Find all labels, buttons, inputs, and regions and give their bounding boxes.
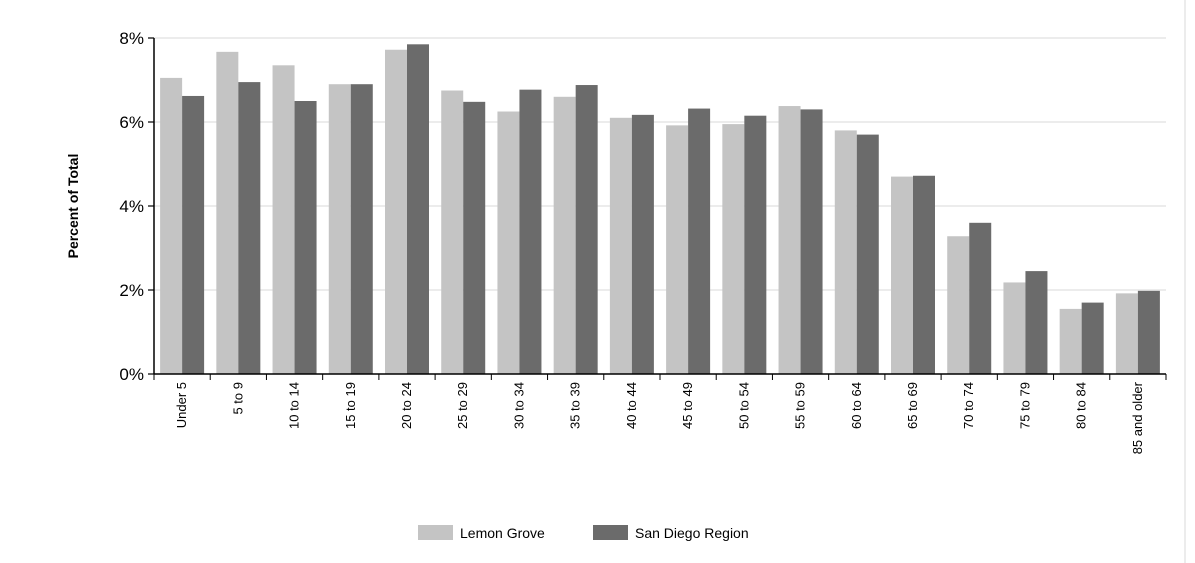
x-tick-label: 50 to 54 (736, 382, 751, 429)
bar-san-diego-region (913, 176, 935, 374)
y-tick-label: 2% (119, 281, 144, 300)
bar-lemon-grove (1116, 293, 1138, 374)
bar-lemon-grove (1003, 282, 1025, 374)
x-tick-label: 70 to 74 (961, 382, 976, 429)
y-tick-label: 6% (119, 113, 144, 132)
x-tick-label: 25 to 29 (455, 382, 470, 429)
bar-san-diego-region (1082, 303, 1104, 374)
bar-lemon-grove (497, 112, 519, 375)
x-tick-label: 35 to 39 (568, 382, 583, 429)
bar-lemon-grove (779, 106, 801, 374)
bar-san-diego-region (744, 116, 766, 374)
bar-san-diego-region (351, 84, 373, 374)
bars (160, 44, 1160, 374)
x-tick-label: 10 to 14 (287, 382, 302, 429)
bar-lemon-grove (160, 78, 182, 374)
legend-label: Lemon Grove (460, 525, 545, 541)
bar-san-diego-region (1025, 271, 1047, 374)
bar-lemon-grove (329, 84, 351, 374)
x-tick-label: 55 to 59 (793, 382, 808, 429)
bar-lemon-grove (385, 50, 407, 374)
bar-lemon-grove (1060, 309, 1082, 374)
x-tick-label: 20 to 24 (399, 382, 414, 429)
x-tick-label: 45 to 49 (680, 382, 695, 429)
y-axis-title: Percent of Total (65, 154, 81, 259)
bar-san-diego-region (969, 223, 991, 374)
bar-san-diego-region (295, 101, 317, 374)
bar-san-diego-region (182, 96, 204, 374)
bar-san-diego-region (238, 82, 260, 374)
bar-san-diego-region (688, 109, 710, 374)
x-tick-label: 5 to 9 (230, 382, 245, 415)
x-tick-label: 30 to 34 (511, 382, 526, 429)
legend-swatch (593, 525, 628, 540)
x-tick-label: 15 to 19 (343, 382, 358, 429)
bar-lemon-grove (554, 97, 576, 374)
x-tick-label: 60 to 64 (849, 382, 864, 429)
bar-san-diego-region (857, 135, 879, 374)
legend-label: San Diego Region (635, 525, 749, 541)
bar-san-diego-region (801, 109, 823, 374)
bar-san-diego-region (463, 102, 485, 374)
bar-san-diego-region (632, 115, 654, 374)
y-tick-labels: 0% 2% 4% 6% 8% (119, 29, 154, 384)
x-tick-labels: Under 5 5 to 9 10 to 14 15 to 19 20 to 24 25 … (154, 374, 1166, 454)
bar-lemon-grove (216, 52, 238, 374)
y-tick-label: 0% (119, 365, 144, 384)
bar-san-diego-region (519, 90, 541, 374)
bar-lemon-grove (947, 236, 969, 374)
x-tick-label: 80 to 84 (1074, 382, 1089, 429)
bar-lemon-grove (835, 130, 857, 374)
bar-lemon-grove (891, 177, 913, 374)
bar-lemon-grove (273, 65, 295, 374)
bar-lemon-grove (722, 124, 744, 374)
bar-lemon-grove (441, 91, 463, 375)
x-tick-label: Under 5 (174, 382, 189, 428)
bar-lemon-grove (666, 125, 688, 374)
legend: Lemon Grove San Diego Region (418, 525, 749, 541)
x-tick-label: 65 to 69 (905, 382, 920, 429)
legend-swatch (418, 525, 453, 540)
x-tick-label: 40 to 44 (624, 382, 639, 429)
y-tick-label: 8% (119, 29, 144, 48)
bar-san-diego-region (1138, 291, 1160, 374)
y-tick-label: 4% (119, 197, 144, 216)
x-tick-label: 75 to 79 (1017, 382, 1032, 429)
bar-san-diego-region (407, 44, 429, 374)
bar-san-diego-region (576, 85, 598, 374)
bar-lemon-grove (610, 118, 632, 374)
x-tick-label: 85 and older (1130, 381, 1145, 454)
